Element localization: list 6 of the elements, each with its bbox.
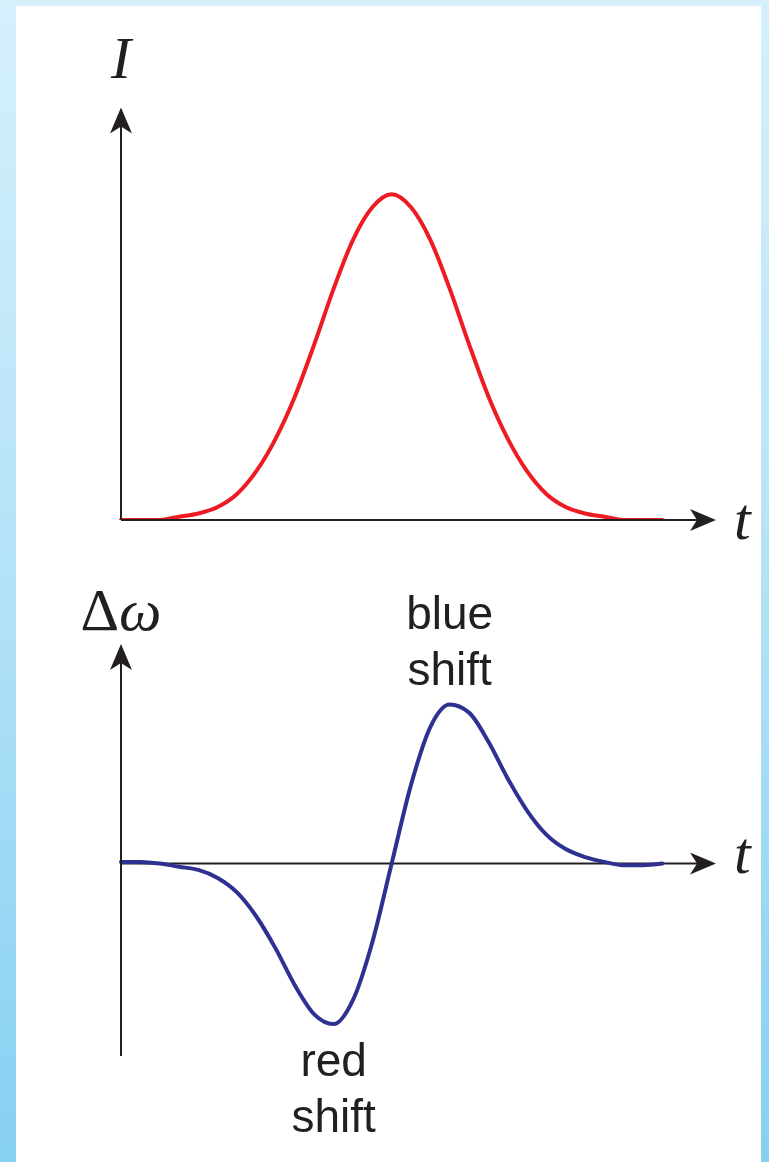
x-axis-title: t [734, 486, 752, 552]
y-axis-title: Δω [80, 577, 162, 643]
x-axis-title: t [734, 819, 752, 886]
y-axis-title: I [110, 24, 135, 91]
annotation: red shift [291, 1034, 377, 1143]
annotation: blue shift [406, 586, 494, 695]
